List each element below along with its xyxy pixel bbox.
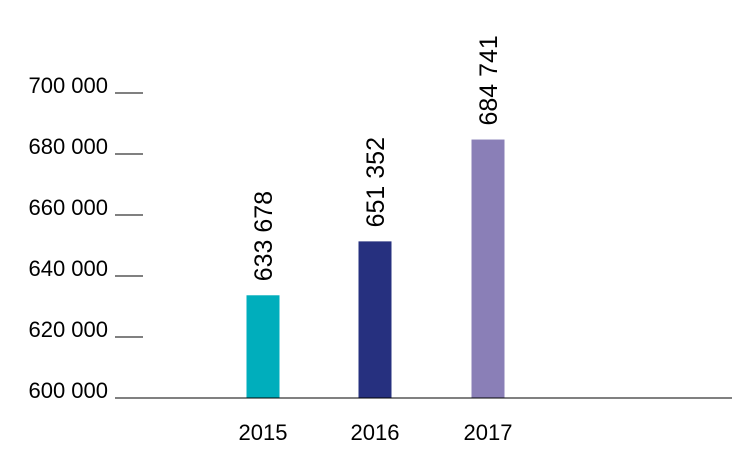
data-label-2015: 633 678 — [250, 191, 278, 281]
y-tick-label: 620 000 — [28, 317, 108, 342]
bar-2015 — [246, 295, 280, 398]
y-tick-label: 700 000 — [28, 73, 108, 98]
y-tick-label: 600 000 — [28, 378, 108, 403]
data-label-2017: 684 741 — [475, 35, 503, 125]
data-labels: 633 678 651 352 684 741 — [250, 35, 503, 281]
data-label-2016: 651 352 — [362, 137, 390, 227]
y-tick-label: 660 000 — [28, 195, 108, 220]
bars — [246, 139, 505, 398]
x-tick-label-2017: 2017 — [464, 420, 513, 445]
y-tick-label: 640 000 — [28, 256, 108, 281]
y-axis: 600 000 620 000 640 000 660 000 680 000 700 0… — [28, 73, 143, 403]
bar-2017 — [471, 139, 505, 398]
x-tick-label-2016: 2016 — [351, 420, 400, 445]
x-tick-label-2015: 2015 — [239, 420, 288, 445]
y-tick-label: 680 000 — [28, 134, 108, 159]
x-axis: 2015 2016 2017 — [115, 397, 732, 445]
bar-2016 — [358, 241, 392, 398]
